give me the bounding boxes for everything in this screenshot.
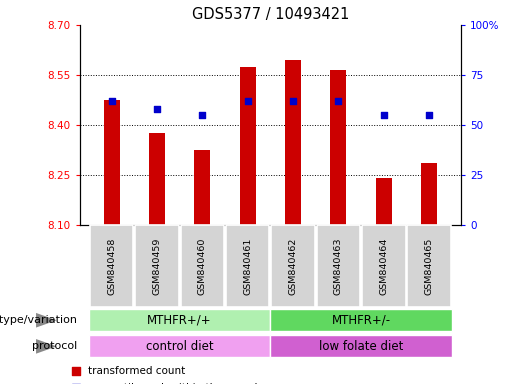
Text: MTHFR+/-: MTHFR+/- [332,314,391,327]
FancyBboxPatch shape [270,309,452,331]
Point [72,368,80,374]
Text: GSM840464: GSM840464 [380,237,388,295]
FancyBboxPatch shape [135,225,179,307]
Text: GSM840465: GSM840465 [425,237,434,295]
Point [380,112,388,118]
FancyBboxPatch shape [90,225,133,307]
Bar [376,178,392,225]
Point [198,112,207,118]
Text: GSM840463: GSM840463 [334,237,343,295]
Text: genotype/variation: genotype/variation [0,315,77,325]
Bar [194,150,210,225]
FancyBboxPatch shape [362,225,406,307]
FancyBboxPatch shape [226,225,269,307]
Text: GSM840460: GSM840460 [198,237,207,295]
Text: protocol: protocol [32,341,77,351]
Point [108,98,116,104]
Text: transformed count: transformed count [88,366,185,376]
Bar [421,163,437,225]
FancyBboxPatch shape [270,335,452,358]
Bar [285,60,301,225]
Point [244,98,252,104]
Bar [331,70,347,225]
Text: GSM840459: GSM840459 [152,237,161,295]
Bar [149,133,165,225]
Text: MTHFR+/+: MTHFR+/+ [147,314,212,327]
Point [334,98,342,104]
Text: control diet: control diet [146,340,213,353]
Polygon shape [36,339,57,354]
FancyBboxPatch shape [407,225,451,307]
Text: GSM840462: GSM840462 [288,237,298,295]
FancyBboxPatch shape [271,225,315,307]
Polygon shape [36,313,57,328]
Bar [104,100,119,225]
Bar [240,66,255,225]
Point [425,112,433,118]
Point [153,106,161,112]
FancyBboxPatch shape [89,309,270,331]
Text: low folate diet: low folate diet [319,340,403,353]
FancyBboxPatch shape [317,225,360,307]
FancyBboxPatch shape [181,225,224,307]
Title: GDS5377 / 10493421: GDS5377 / 10493421 [192,7,349,22]
FancyBboxPatch shape [89,335,270,358]
Text: GSM840458: GSM840458 [107,237,116,295]
Text: percentile rank within the sample: percentile rank within the sample [88,383,264,384]
Text: GSM840461: GSM840461 [243,237,252,295]
Point [289,98,297,104]
